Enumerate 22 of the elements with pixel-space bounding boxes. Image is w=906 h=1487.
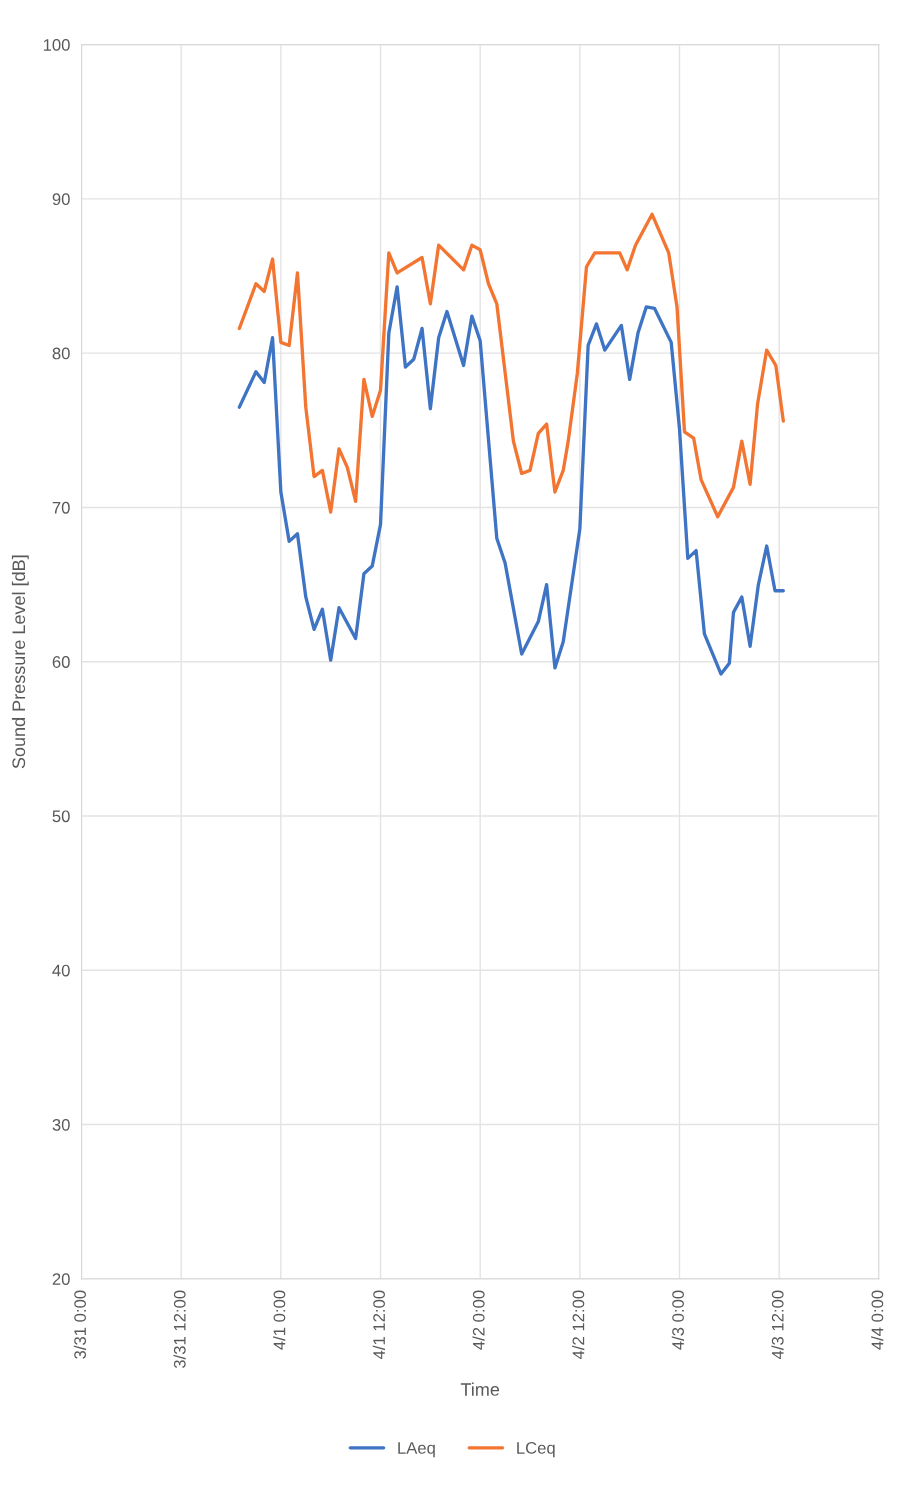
y-tick-label: 60 — [52, 656, 70, 668]
y-axis-title: Sound Pressure Level [dB] — [11, 555, 29, 769]
y-tick-label: 50 — [52, 810, 70, 823]
y-tick-label: 90 — [52, 193, 70, 206]
y-tick-label: 80 — [52, 347, 70, 360]
x-tick-label: 4/1 0:00 — [273, 1290, 286, 1350]
y-tick-label: 40 — [52, 964, 70, 977]
x-tick-label: 4/3 0:00 — [671, 1290, 684, 1350]
legend-label: LAeq — [398, 1442, 435, 1458]
y-tick-label: 30 — [52, 1118, 70, 1131]
legend-label: LCeq — [517, 1442, 555, 1458]
x-axis-title: Time — [460, 1382, 500, 1396]
y-tick-label: 20 — [52, 1273, 70, 1286]
x-tick-label: 4/4 0:00 — [871, 1290, 884, 1350]
x-tick-label: 4/3 12:00 — [771, 1290, 784, 1360]
x-tick-label: 4/2 0:00 — [472, 1290, 485, 1350]
x-tick-label: 3/31 12:00 — [173, 1290, 186, 1369]
x-tick-label: 4/2 12:00 — [572, 1290, 585, 1360]
x-tick-label: 3/31 0:00 — [73, 1290, 87, 1359]
y-tick-label: 70 — [52, 501, 70, 514]
y-tick-label: 100 — [43, 39, 70, 51]
x-tick-label: 4/1 12:00 — [372, 1290, 385, 1360]
